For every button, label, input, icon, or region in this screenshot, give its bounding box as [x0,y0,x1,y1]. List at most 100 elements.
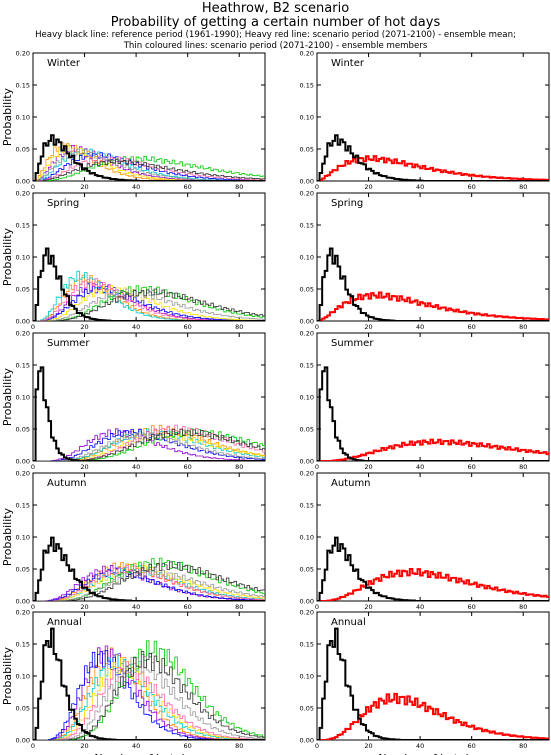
season-label: Spring [331,198,363,209]
ensemble-member-line [33,568,265,601]
y-tick-label: 0.00 [300,458,314,466]
ensemble-member-line [33,285,265,321]
y-tick-label: 0.10 [16,673,30,681]
y-tick-label: 0.10 [16,254,30,262]
panel-autumn-right: 0.00 0.05 0.10 0.15 0.20 0 20 40 60 80 Autumn [300,470,550,611]
x-tick-label: 0 [31,603,35,611]
y-tick-label: 0.05 [16,566,30,574]
x-tick-label: 40 [416,742,424,750]
x-tick-label: 20 [80,463,88,471]
x-tick-label: 20 [80,323,88,331]
scenario-mean-line [317,438,549,461]
y-tick-label: 0.00 [16,737,30,745]
x-tick-label: 0 [31,183,35,191]
y-tick-label: 0.10 [16,394,30,402]
ensemble-member-line [33,428,265,461]
y-tick-label: 0.10 [300,534,314,542]
reference-line [33,247,265,321]
y-tick-label: 0.15 [16,222,30,230]
y-tick-label: 0.00 [16,178,30,186]
y-tick-label: 0.20 [300,609,314,617]
x-tick-label: 0 [315,323,319,331]
season-label: Winter [47,58,81,69]
x-tick-label: 40 [132,463,140,471]
x-tick-label: 60 [184,183,192,191]
series-group [317,366,549,461]
y-tick-label: 0.10 [300,254,314,262]
panel-winter-right: 0.00 0.05 0.10 0.15 0.20 0 20 40 60 80 Winter [300,50,550,191]
ensemble-member-line [33,561,265,601]
series-group [33,536,265,601]
x-tick-label: 40 [132,183,140,191]
x-tick-label: 60 [468,183,476,191]
series-group [317,134,549,181]
y-tick-label: 0.05 [16,286,30,294]
y-tick-label: 0.20 [300,330,314,338]
ensemble-member-line [33,288,265,321]
x-tick-label: 0 [31,463,35,471]
y-tick-label: 0.20 [300,470,314,478]
panel-summer-right: 0.00 0.05 0.10 0.15 0.20 0 20 40 60 80 Summer [300,330,550,471]
x-tick-label: 0 [315,463,319,471]
x-tick-label: 80 [235,603,243,611]
x-tick-label: 40 [416,183,424,191]
x-tick-label: 60 [468,463,476,471]
x-tick-label: 0 [315,183,319,191]
x-tick-label: 0 [315,742,319,750]
series-group [33,366,265,461]
chart-title: Heathrow, B2 scenario [201,1,350,16]
y-axis-label: Probability [1,87,14,146]
y-tick-label: 0.20 [300,190,314,198]
reference-line [33,134,265,181]
ensemble-member-line [33,424,265,461]
y-tick-label: 0.15 [16,362,30,370]
ensemble-member-line [33,653,265,740]
y-tick-label: 0.10 [16,534,30,542]
reference-line [317,366,549,461]
scenario-mean-line [317,567,549,601]
reference-line [317,247,549,321]
ensemble-member-line [33,159,265,181]
x-tick-label: 40 [132,603,140,611]
season-label: Annual [331,617,366,628]
season-label: Summer [331,338,374,349]
y-tick-label: 0.20 [16,50,30,58]
x-tick-label: 80 [519,463,527,471]
x-axis-label: Number of hot days [378,752,488,755]
series-group [33,247,265,321]
panel-autumn-left: 0.00 0.05 0.10 0.15 0.20 0 20 40 60 80 Autumn Proba… [1,470,266,611]
x-tick-label: 60 [184,323,192,331]
x-tick-label: 80 [519,603,527,611]
x-tick-label: 60 [468,323,476,331]
reference-line [317,536,549,601]
y-tick-label: 0.20 [16,609,30,617]
x-tick-label: 40 [416,603,424,611]
y-tick-label: 0.10 [16,114,30,122]
y-tick-label: 0.10 [300,673,314,681]
y-tick-label: 0.15 [300,502,314,510]
y-tick-label: 0.20 [300,50,314,58]
panel-spring-right: 0.00 0.05 0.10 0.15 0.20 0 20 40 60 80 Spring [300,190,550,331]
y-tick-label: 0.05 [300,705,314,713]
x-tick-label: 80 [235,183,243,191]
x-tick-label: 40 [132,323,140,331]
y-tick-label: 0.05 [16,146,30,154]
y-tick-label: 0.15 [300,82,314,90]
y-axis-label: Probability [1,646,14,705]
chart-subtitle: Probability of getting a certain number … [110,15,441,30]
panel-annual-left: 0.00 0.05 0.10 0.15 0.20 0 20 40 60 80 Annual Proba… [1,609,266,755]
x-tick-label: 20 [364,603,372,611]
y-tick-label: 0.05 [16,705,30,713]
series-group [33,627,265,740]
y-tick-label: 0.20 [16,470,30,478]
reference-line [33,627,265,740]
reference-line [317,134,549,181]
reference-line [317,627,549,740]
x-tick-label: 40 [416,463,424,471]
y-tick-label: 0.00 [300,318,314,326]
y-tick-label: 0.15 [300,222,314,230]
ensemble-member-line [33,568,265,601]
y-tick-label: 0.00 [300,598,314,606]
x-tick-label: 80 [519,183,527,191]
x-tick-label: 0 [31,323,35,331]
